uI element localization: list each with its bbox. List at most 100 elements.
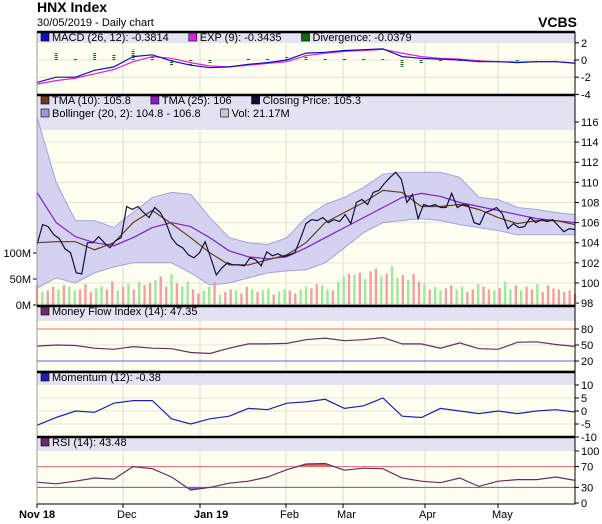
volume-bar	[385, 273, 388, 305]
volume-bar	[154, 280, 157, 305]
y-tick-label: -5	[581, 419, 591, 431]
volume-bar	[380, 276, 383, 305]
y-tick-label: 112	[581, 157, 599, 169]
volume-bar	[116, 290, 119, 305]
volume-bar	[428, 289, 431, 305]
legend-label: Vol: 21.17M	[232, 108, 290, 120]
volume-tick-label: 0M	[16, 300, 31, 312]
volume-bar	[57, 289, 60, 305]
legend-label: EXP (9): -0.3435	[200, 32, 282, 44]
volume-bar	[396, 277, 399, 305]
legend-label: Bollinger (20, 2): 104.8 - 106.8	[52, 108, 201, 120]
volume-bar	[175, 283, 179, 305]
brand-label: VCBS	[538, 14, 577, 30]
volume-bar	[164, 286, 168, 305]
y-tick-label: 20	[581, 356, 593, 368]
volume-bar	[304, 286, 308, 305]
legend-band	[37, 306, 575, 321]
volume-bar	[170, 273, 173, 305]
volume-bar	[444, 288, 448, 305]
legend-swatch	[40, 32, 50, 42]
volume-bar	[407, 280, 410, 305]
volume-bar	[342, 276, 345, 305]
legend-swatch	[40, 372, 50, 382]
y-tick-label: 116	[581, 117, 599, 129]
volume-bar	[347, 273, 351, 305]
volume-bar	[213, 281, 216, 305]
x-tick-label: Mar	[337, 509, 356, 521]
volume-bar	[251, 289, 254, 305]
volume-bar	[272, 294, 275, 305]
volume-bar	[353, 274, 356, 305]
legend-band	[37, 372, 575, 385]
volume-bar	[207, 286, 211, 305]
panel-rsi: 100 70 30 0 RSI (14): 43.48	[36, 437, 599, 510]
volume-bar	[482, 286, 485, 305]
y-tick-label: 5	[581, 393, 587, 405]
volume-bar	[261, 290, 265, 305]
y-tick-label: 2	[581, 38, 587, 50]
volume-bar	[423, 284, 426, 305]
volume-bar	[503, 281, 507, 305]
volume-bar	[111, 281, 114, 305]
legend-band	[37, 95, 575, 130]
volume-bar	[245, 286, 249, 305]
volume-bar	[186, 281, 189, 305]
volume-bar	[267, 288, 270, 305]
x-tick-label: Feb	[280, 509, 299, 521]
y-tick-label: 106	[581, 218, 599, 230]
volume-bar	[509, 289, 512, 305]
legend-swatch	[40, 437, 50, 447]
volume-bar	[256, 292, 259, 305]
volume-bar	[51, 286, 55, 305]
legend-label: Money Flow Index (14): 47.35	[52, 306, 198, 318]
volume-bar	[337, 281, 340, 305]
volume-bar	[68, 286, 71, 305]
y-tick-label: 104	[581, 238, 599, 250]
y-tick-label: 102	[581, 258, 599, 270]
volume-bar	[557, 289, 561, 305]
y-tick-label: 100	[581, 446, 599, 458]
x-tick-label: Dec	[117, 509, 137, 521]
volume-bar	[552, 288, 555, 305]
volume-bar	[283, 289, 286, 305]
y-tick-label: 100	[581, 278, 599, 290]
volume-bar	[525, 286, 528, 305]
volume-tick-label: 100M	[3, 248, 31, 260]
volume-bar	[390, 266, 394, 305]
volume-bar	[460, 286, 464, 305]
volume-bar	[568, 290, 571, 305]
chart-title: HNX Index	[37, 0, 107, 15]
mfi-line	[36, 336, 576, 355]
volume-bar	[62, 285, 66, 305]
volume-bar	[46, 290, 49, 305]
volume-bar	[536, 284, 539, 305]
y-tick-label: 30	[581, 482, 593, 494]
tma25-line	[36, 192, 576, 260]
legend-band	[37, 437, 575, 451]
volume-bar	[450, 285, 453, 305]
volume-bar	[143, 285, 146, 305]
y-tick-label: 98	[581, 298, 593, 310]
volume-bar	[234, 290, 238, 305]
legend-label: Divergence: -0.0379	[313, 32, 412, 44]
volume-bar	[326, 289, 329, 305]
volume-bar	[315, 284, 318, 305]
volume-bar	[159, 276, 162, 305]
legend-label: Momentum (12): -0.38	[52, 372, 161, 384]
volume-bar	[493, 290, 496, 305]
legend-swatch	[40, 95, 50, 105]
y-tick-label: 108	[581, 197, 599, 209]
volume-bar	[138, 281, 141, 305]
macd-line	[36, 48, 576, 83]
volume-bar	[487, 289, 491, 305]
volume-bar	[288, 290, 292, 305]
volume-bar	[127, 284, 130, 305]
y-tick-label: 110	[581, 177, 599, 189]
momentum-line	[36, 397, 576, 426]
y-tick-label: 0	[581, 406, 587, 418]
volume-bar	[277, 291, 281, 305]
volume-bar	[439, 290, 442, 305]
